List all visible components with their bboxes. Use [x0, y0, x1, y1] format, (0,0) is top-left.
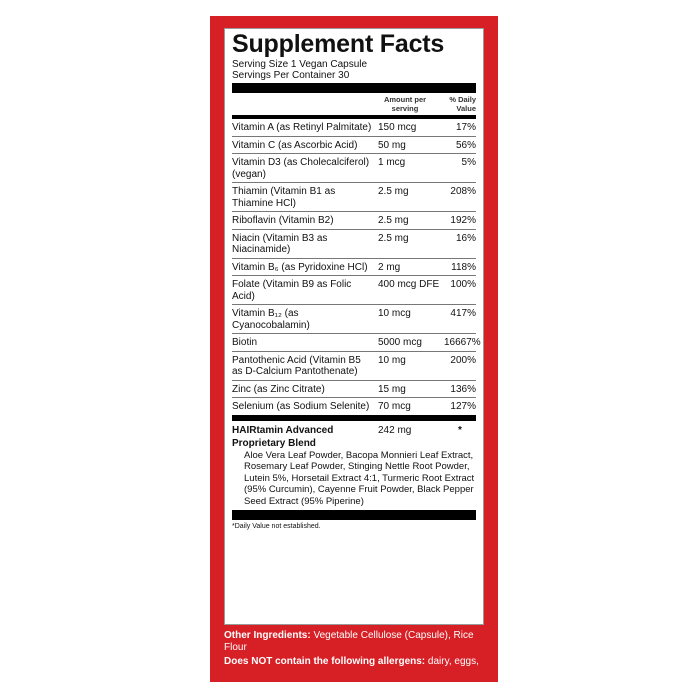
nutrient-amount: 150 mcg — [378, 122, 417, 133]
blend-ingredients: Aloe Vera Leaf Powder, Bacopa Monnieri L… — [244, 449, 475, 507]
nutrient-name: Vitamin B₆ (as Pyridoxine HCl) — [232, 261, 368, 273]
nutrient-row: Vitamin B₆ (as Pyridoxine HCl) 2 mg 118% — [232, 259, 476, 276]
nutrient-name: Zinc (as Zinc Citrate) — [232, 383, 325, 395]
nutrient-amount: 400 mcg DFE — [378, 279, 440, 290]
nutrient-row: Vitamin A (as Retinyl Palmitate) 150 mcg 1… — [232, 119, 476, 137]
divider-bar — [232, 83, 476, 93]
nutrient-dv: 136% — [450, 383, 476, 395]
allergens: Does NOT contain the following allergens… — [224, 656, 479, 667]
nutrient-amount: 2.5 mg — [378, 215, 409, 226]
nutrient-name: Riboflavin (Vitamin B2) — [232, 215, 334, 226]
nutrient-amount: 5000 mcg — [378, 337, 422, 348]
nutrient-name: Vitamin A (as Retinyl Palmitate) — [232, 122, 372, 133]
supplement-facts-label: Supplement Facts Serving Size 1 Vegan Ca… — [224, 28, 484, 625]
nutrient-name: Vitamin C (as Ascorbic Acid) — [232, 139, 358, 151]
nutrient-row: Folate (Vitamin B9 as Folic Acid) 400 mcg… — [232, 276, 476, 305]
nutrient-amount: 2 mg — [378, 261, 401, 273]
nutrient-row: Selenium (as Sodium Selenite) 70 mcg 127% — [232, 398, 476, 421]
servings-per-container: Servings Per Container 30 — [232, 70, 350, 81]
nutrient-dv: 56% — [455, 139, 476, 151]
nutrient-row: Thiamin (Vitamin B1 as Thiamine HCl) 2.5 … — [232, 183, 476, 212]
nutrient-dv: 100% — [450, 279, 476, 290]
nutrient-dv: 417% — [450, 308, 476, 319]
blend-row: HAIRtamin Advanced Proprietary Blend 242… — [232, 421, 476, 450]
nutrient-amount: 50 mg — [378, 139, 406, 151]
nutrient-row: Riboflavin (Vitamin B2) 2.5 mg 192% — [232, 212, 476, 230]
nutrient-dv: 118% — [451, 261, 476, 273]
dv-header: % Daily Value — [449, 95, 476, 113]
nutrient-amount: 2.5 mg — [378, 232, 409, 244]
serving-size: Serving Size 1 Vegan Capsule — [232, 59, 368, 70]
divider-bar — [232, 510, 476, 520]
nutrient-dv: 5% — [461, 157, 476, 168]
nutrient-dv: 192% — [450, 215, 476, 226]
nutrient-row: Niacin (Vitamin B3 as Niacinamide) 2.5 mg… — [232, 230, 476, 259]
column-headers: Amount per serving % Daily Value — [232, 93, 476, 119]
nutrient-dv: 17% — [455, 122, 476, 133]
nutrient-row: Biotin 5000 mcg 16667% — [232, 334, 481, 352]
nutrient-row: Vitamin B₁₂ (as Cyanocobalamin) 10 mcg 417… — [232, 305, 476, 334]
amount-header: Amount per serving — [383, 95, 427, 113]
nutrient-dv: 16667% — [444, 337, 481, 348]
nutrient-name: Folate (Vitamin B9 as Folic Acid) — [232, 279, 352, 302]
nutrient-amount: 1 mcg — [378, 157, 406, 168]
nutrient-amount: 15 mg — [378, 383, 406, 395]
blend-amount: 242 mg — [378, 424, 412, 436]
blend-dv: * — [458, 424, 462, 436]
nutrient-name: Selenium (as Sodium Selenite) — [232, 401, 370, 412]
nutrient-name: Thiamin (Vitamin B1 as Thiamine HCl) — [232, 186, 336, 209]
other-info: Other Ingredients: Vegetable Cellulose (… — [224, 630, 489, 668]
nutrient-name: Biotin — [232, 337, 258, 348]
nutrient-name: Niacin (Vitamin B3 as Niacinamide) — [232, 232, 328, 256]
nutrient-name: Pantothenic Acid (Vitamin B5 as D-Calciu… — [232, 354, 361, 378]
nutrient-dv: 200% — [450, 354, 476, 366]
nutrient-row: Zinc (as Zinc Citrate) 15 mg 136% — [232, 381, 476, 398]
nutrient-amount: 2.5 mg — [378, 186, 409, 197]
nutrient-row: Pantothenic Acid (Vitamin B5 as D-Calciu… — [232, 352, 476, 381]
nutrient-row: Vitamin C (as Ascorbic Acid) 50 mg 56% — [232, 137, 476, 154]
nutrient-table: Vitamin A (as Retinyl Palmitate) 150 mcg 1… — [232, 119, 481, 421]
other-ingredients: Other Ingredients: Vegetable Cellulose (… — [224, 630, 474, 653]
nutrient-name: Vitamin D3 (as Cholecalciferol) (vegan) — [232, 157, 370, 180]
nutrient-dv: 127% — [450, 401, 476, 412]
footnote: *Daily Value not established. — [232, 523, 321, 530]
nutrient-amount: 10 mcg — [378, 308, 411, 319]
blend-name: HAIRtamin Advanced Proprietary Blend — [232, 424, 334, 449]
nutrient-amount: 70 mcg — [378, 401, 411, 412]
nutrient-amount: 10 mg — [378, 354, 406, 366]
label-title: Supplement Facts — [232, 30, 445, 58]
nutrient-row: Vitamin D3 (as Cholecalciferol) (vegan) 1… — [232, 154, 476, 183]
nutrient-dv: 208% — [450, 186, 476, 197]
nutrient-name: Vitamin B₁₂ (as Cyanocobalamin) — [232, 308, 310, 331]
nutrient-dv: 16% — [455, 232, 476, 244]
